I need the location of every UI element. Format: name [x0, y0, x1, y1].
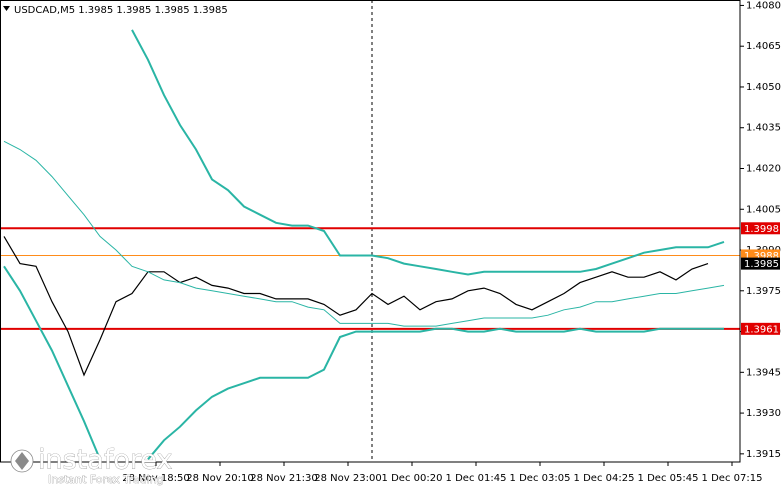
x-tick-label: 1 Dec 00:20 [382, 473, 443, 484]
menu-arrow[interactable] [3, 6, 10, 11]
y-tick-label: 1.3945 [746, 367, 781, 378]
price-line [3, 236, 709, 377]
y-tick-label: 1.4065 [746, 41, 781, 52]
band-line [131, 29, 725, 276]
y-tick-label: 1.3915 [746, 449, 781, 460]
x-tick-label: 28 Nov 23:00 [314, 473, 381, 484]
price-tag [741, 322, 780, 335]
x-tick-label: 1 Dec 04:25 [574, 473, 635, 484]
x-tick-label: 28 Nov 21:30 [250, 473, 317, 484]
watermark-name: instaforex [38, 445, 172, 476]
y-tick-label: 1.4035 [746, 123, 781, 134]
logo-mark [15, 452, 29, 470]
plot-border [0, 0, 741, 463]
y-tick-label: 1.4005 [746, 204, 781, 215]
price-tag [741, 257, 780, 270]
price-tag [741, 249, 780, 262]
price-tag-label: 1.3985 [744, 259, 779, 270]
x-tick-label: 28 Nov 20:10 [186, 473, 253, 484]
axis-labels: 1.39151.39301.39451.39601.39751.39901.40… [122, 0, 781, 484]
y-tick-label: 1.3930 [746, 408, 781, 419]
price-tag-label: 1.3988 [744, 251, 779, 262]
band-line [3, 265, 724, 460]
x-tick-label: 28 Nov 18:50 [122, 473, 189, 484]
band-line [3, 140, 725, 327]
y-tick-label: 1.4020 [746, 163, 781, 174]
chart-title: USDCAD,M5 1.3985 1.3985 1.3985 1.3985 [14, 5, 228, 16]
x-tick-label: 1 Dec 03:05 [510, 473, 571, 484]
axes [155, 4, 744, 466]
y-tick-label: 1.3975 [746, 286, 781, 297]
plot-area [0, 29, 740, 460]
watermark-tagline: Instant Forex Trading [48, 473, 164, 486]
x-tick-label: 1 Dec 07:15 [702, 473, 763, 484]
watermark: instaforex Instant Forex Trading [10, 444, 173, 486]
y-tick-label: 1.4050 [746, 82, 781, 93]
x-tick-label: 1 Dec 01:45 [446, 473, 507, 484]
price-tag [741, 222, 780, 235]
price-tag-label: 1.3998 [744, 224, 779, 235]
y-tick-label: 1.4080 [746, 0, 781, 11]
price-tag-label: 1.3961 [744, 324, 779, 335]
x-tick-label: 1 Dec 05:45 [638, 473, 699, 484]
